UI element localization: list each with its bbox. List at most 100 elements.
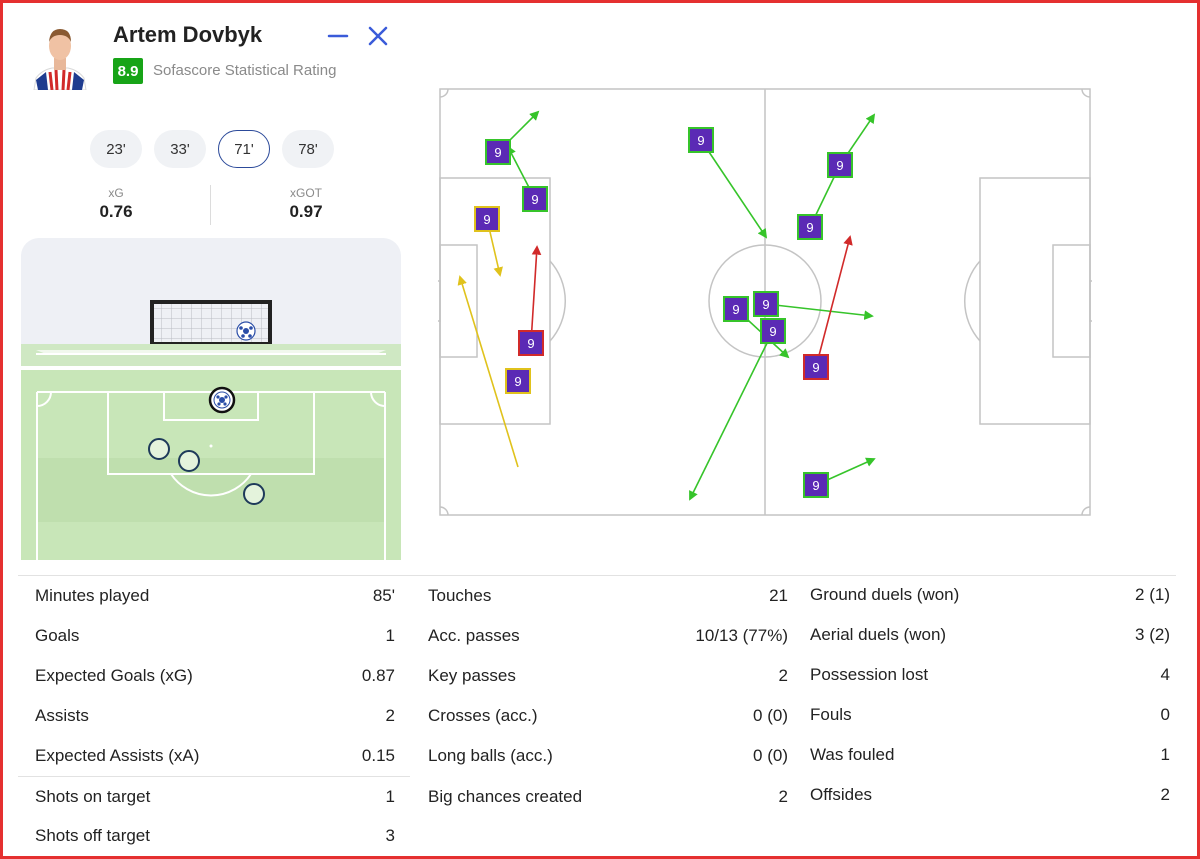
stat-row: Expected Goals (xG) 0.87 [35, 666, 395, 690]
stats-divider [18, 776, 410, 777]
minute-chip-selected[interactable]: 71' [218, 130, 270, 168]
player-touch-marker[interactable]: 9 [803, 472, 829, 498]
stat-label: Ground duels (won) [810, 585, 960, 604]
xg-label: xG [108, 186, 124, 200]
stat-row: Crosses (acc.) 0 (0) [428, 706, 788, 730]
stat-value: 2 [1160, 785, 1170, 804]
marker-label: 9 [836, 158, 843, 173]
player-touch-marker[interactable]: 9 [522, 186, 548, 212]
stat-value: 2 [385, 706, 395, 725]
stat-value: 0 (0) [753, 746, 788, 765]
shot-marker[interactable] [243, 483, 265, 505]
stats-column-passing: Touches 21 Acc. passes 10/13 (77%) Key pas… [428, 586, 788, 826]
player-touch-marker[interactable]: 9 [797, 214, 823, 240]
stat-label: Expected Goals (xG) [35, 666, 193, 685]
stat-row: Big chances created 2 [428, 787, 788, 811]
stat-row: Long balls (acc.) 0 (0) [428, 746, 788, 770]
stat-label: Fouls [810, 705, 852, 724]
stat-row: Goals 1 [35, 626, 395, 650]
marker-label: 9 [769, 324, 776, 339]
stat-label: Aerial duels (won) [810, 625, 947, 644]
stat-value: 1 [385, 787, 395, 806]
xg-stat: xG 0.76 [56, 186, 176, 222]
stat-value: 3 (2) [1135, 625, 1170, 644]
marker-label: 9 [812, 360, 819, 375]
player-avatar [30, 20, 90, 91]
close-button[interactable] [366, 24, 390, 48]
stat-label: Goals [35, 626, 80, 645]
marker-label: 9 [762, 297, 769, 312]
stat-row: Expected Assists (xA) 0.15 [35, 746, 395, 770]
stat-row: Was fouled 1 [810, 745, 1170, 769]
minute-chip[interactable]: 23' [90, 130, 142, 168]
stat-row: Fouls 0 [810, 705, 1170, 729]
stat-label: Assists [35, 706, 89, 725]
xgot-value: 0.97 [289, 202, 323, 221]
stat-value: 10/13 (77%) [695, 626, 788, 645]
stat-value: 0 (0) [753, 706, 788, 725]
stat-value: 1 [1160, 745, 1170, 764]
stat-label: Shots off target [35, 826, 150, 845]
stat-label: Was fouled [810, 745, 895, 764]
stat-label: Big chances created [428, 787, 583, 806]
stat-row: Shots off target 3 [35, 826, 395, 850]
ball-icon [236, 321, 256, 341]
marker-label: 9 [514, 374, 521, 389]
rating-badge: 8.9 [113, 58, 143, 84]
stat-value: 4 [1160, 665, 1170, 684]
player-touch-marker[interactable]: 9 [760, 318, 786, 344]
pass-arrow[interactable] [689, 330, 774, 501]
player-touch-marker[interactable]: 9 [803, 354, 829, 380]
player-touch-marker[interactable]: 9 [474, 206, 500, 232]
marker-label: 9 [531, 192, 538, 207]
stat-value: 2 [778, 666, 788, 685]
stat-value: 3 [385, 826, 395, 845]
minute-chip[interactable]: 33' [154, 130, 206, 168]
player-name: Artem Dovbyk [113, 22, 263, 47]
marker-label: 9 [732, 302, 739, 317]
stat-value: 0 [1160, 705, 1170, 724]
player-touch-marker[interactable]: 9 [505, 368, 531, 394]
marker-label: 9 [812, 478, 819, 493]
stat-row: Ground duels (won) 2 (1) [810, 585, 1170, 609]
rating-label: Sofascore Statistical Rating [153, 62, 337, 79]
stat-label: Offsides [810, 785, 873, 804]
shot-marker[interactable] [178, 450, 200, 472]
marker-label: 9 [697, 133, 704, 148]
stat-label: Acc. passes [428, 626, 520, 645]
pass-arrow[interactable] [700, 139, 768, 239]
stat-value: 1 [385, 626, 395, 645]
shot-minute-tabs: 23' 33' 71' 78' [90, 130, 334, 168]
player-touch-marker[interactable]: 9 [485, 139, 511, 165]
shot-map [21, 238, 401, 560]
stat-row: Shots on target 1 [35, 787, 395, 811]
stat-value: 21 [769, 586, 788, 605]
stat-label: Crosses (acc.) [428, 706, 538, 725]
stat-row: Possession lost 4 [810, 665, 1170, 689]
player-touch-marker[interactable]: 9 [753, 291, 779, 317]
player-touch-marker[interactable]: 9 [827, 152, 853, 178]
marker-label: 9 [806, 220, 813, 235]
player-touch-marker[interactable]: 9 [723, 296, 749, 322]
stat-value: 85' [372, 586, 395, 605]
lost-pass-arrow[interactable] [815, 235, 853, 368]
minimize-button[interactable] [326, 24, 350, 48]
stat-row: Aerial duels (won) 3 (2) [810, 625, 1170, 649]
selected-shot-marker[interactable] [208, 386, 236, 414]
stats-divider [18, 575, 1176, 576]
pass-arrow[interactable] [765, 303, 874, 320]
stat-label: Expected Assists (xA) [35, 746, 200, 765]
player-touch-marker[interactable]: 9 [688, 127, 714, 153]
stat-row: Touches 21 [428, 586, 788, 610]
marker-label: 9 [483, 212, 490, 227]
minus-icon [327, 34, 349, 38]
stat-label: Shots on target [35, 787, 151, 806]
minute-chip[interactable]: 78' [282, 130, 334, 168]
lost-pass-arrow[interactable] [530, 245, 542, 344]
key-pass-arrow[interactable] [457, 275, 519, 468]
stat-value: 2 (1) [1135, 585, 1170, 604]
shot-marker[interactable] [148, 438, 170, 460]
player-touch-marker[interactable]: 9 [518, 330, 544, 356]
stat-row: Acc. passes 10/13 (77%) [428, 626, 788, 650]
